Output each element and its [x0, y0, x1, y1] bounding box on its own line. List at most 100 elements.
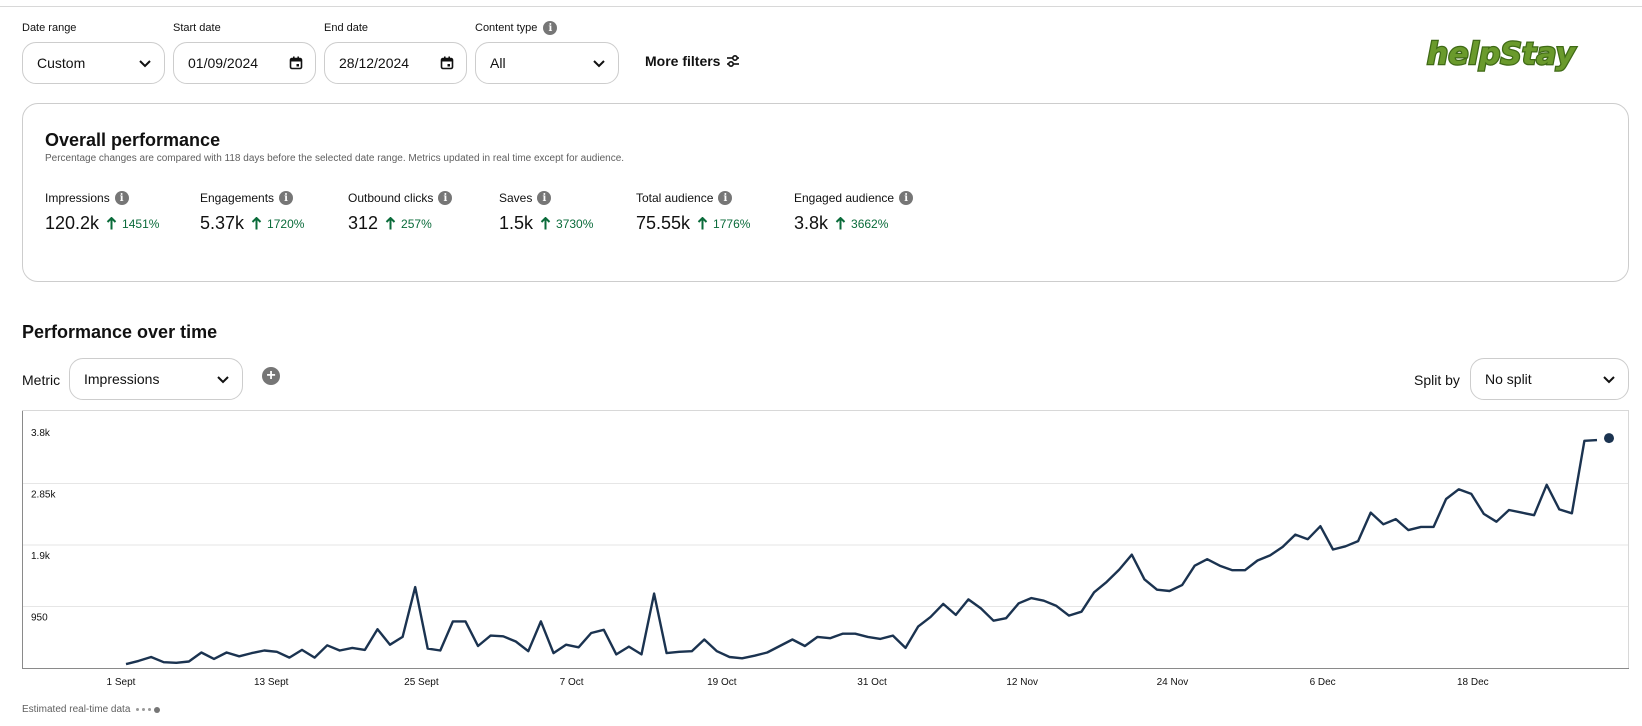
info-icon[interactable]: i	[279, 191, 294, 205]
split-by-select[interactable]: No split	[1470, 358, 1629, 400]
metric-change: 3662%	[835, 217, 888, 231]
overall-performance-title: Overall performance	[45, 130, 221, 150]
end-date-field[interactable]: 28/12/2024	[324, 42, 467, 84]
metric-engaged-audience: Engaged audience i 3.8k 3662%	[794, 190, 914, 234]
more-filters-button[interactable]: More filters	[645, 53, 740, 69]
metric-change-value: 1776%	[713, 216, 751, 231]
content-type-label-row: Content type i	[475, 20, 619, 36]
info-icon[interactable]: i	[438, 191, 453, 205]
helpstay-logo: helpStay	[1426, 36, 1578, 74]
arrow-up-icon	[540, 217, 551, 230]
x-tick-label: 24 Nov	[1157, 677, 1189, 688]
metric-saves: Saves i 1.5k 3730%	[499, 190, 593, 234]
metric-label: Impressions	[45, 191, 110, 205]
chevron-down-icon	[217, 376, 229, 384]
metric-label: Total audience	[636, 191, 714, 205]
metric-label: Engagements	[200, 191, 275, 205]
y-tick-label: 2.85k	[31, 490, 56, 501]
metric-select[interactable]: Impressions	[69, 358, 243, 400]
date-range-filter: Date range Custom	[22, 20, 165, 84]
metric-value: 120.2k	[45, 213, 100, 233]
metric-select-label: Metric	[22, 372, 61, 388]
x-tick-label: 25 Sept	[404, 677, 439, 688]
metric-change-value: 1720%	[267, 216, 305, 231]
info-icon[interactable]: i	[114, 191, 129, 205]
info-icon[interactable]: i	[543, 21, 558, 35]
performance-chart[interactable]: 950 1.9k 2.85k 3.8k 1 Sept 13 Sept 25 Sept 7 Oc…	[22, 410, 1629, 690]
end-date-label: End date	[324, 22, 369, 34]
metric-change: 1451%	[106, 217, 159, 231]
metric-change-value: 3662%	[851, 216, 889, 231]
performance-over-time-title: Performance over time	[22, 322, 218, 342]
logo-text: helpStay	[1427, 37, 1577, 72]
x-tick-label: 18 Dec	[1457, 677, 1489, 688]
date-range-select[interactable]: Custom	[22, 42, 165, 84]
more-filters-label: More filters	[645, 53, 721, 69]
metric-label: Engaged audience	[794, 191, 895, 205]
chevron-down-icon	[593, 60, 605, 68]
metric-total-audience: Total audience i 75.55k 1776%	[636, 190, 750, 234]
start-date-filter: Start date 01/09/2024	[173, 20, 316, 84]
metric-label: Outbound clicks	[348, 191, 434, 205]
content-type-value: All	[490, 55, 506, 71]
y-tick-label: 3.8k	[31, 428, 51, 439]
arrow-up-icon	[697, 217, 708, 230]
calendar-icon[interactable]	[289, 56, 303, 70]
dotted-line-legend-icon	[136, 706, 161, 713]
metric-value: 312	[348, 213, 379, 233]
latest-point-marker	[1604, 433, 1614, 444]
start-date-value: 01/09/2024	[188, 55, 259, 71]
y-tick-label: 950	[31, 613, 48, 624]
x-tick-label: 19 Oct	[707, 677, 737, 688]
performance-line-chart[interactable]: 950 1.9k 2.85k 3.8k 1 Sept 13 Sept 25 Sept 7 Oc…	[22, 410, 1629, 690]
start-date-field[interactable]: 01/09/2024	[173, 42, 316, 84]
metric-value: 75.55k	[636, 213, 691, 233]
add-metric-button[interactable]: +	[262, 367, 280, 385]
x-tick-label: 1 Sept	[107, 677, 136, 688]
arrow-up-icon	[385, 217, 396, 230]
metric-outbound-clicks: Outbound clicks i 312 257%	[348, 190, 453, 234]
metric-change: 257%	[385, 217, 432, 231]
arrow-up-icon	[251, 217, 262, 230]
content-type-filter: Content type i All	[475, 20, 619, 84]
metric-value: 3.8k	[794, 213, 829, 233]
info-icon[interactable]: i	[899, 191, 914, 205]
metric-value: 5.37k	[200, 213, 245, 233]
end-date-filter: End date 28/12/2024	[324, 20, 467, 84]
estimated-data-label: Estimated real-time data	[22, 704, 131, 715]
overall-performance-card: Overall performance Percentage changes a…	[22, 103, 1629, 282]
plus-circle-icon: +	[266, 367, 276, 384]
info-icon[interactable]: i	[537, 191, 552, 205]
split-by-value: No split	[1485, 371, 1532, 387]
end-date-value: 28/12/2024	[339, 55, 410, 71]
arrow-up-icon	[835, 217, 846, 230]
x-tick-label: 31 Oct	[857, 677, 887, 688]
x-tick-label: 13 Sept	[254, 677, 289, 688]
x-tick-label: 12 Nov	[1006, 677, 1038, 688]
overall-performance-subtitle: Percentage changes are compared with 118…	[45, 153, 625, 164]
info-icon[interactable]: i	[718, 191, 733, 205]
metric-select-value: Impressions	[84, 371, 160, 387]
metric-change: 3730%	[540, 217, 593, 231]
arrow-up-icon	[106, 217, 117, 230]
top-divider	[0, 6, 1642, 7]
metric-change: 1720%	[251, 217, 304, 231]
metric-impressions: Impressions i 120.2k 1451%	[45, 190, 159, 234]
metric-change-value: 1451%	[122, 216, 160, 231]
impressions-series-line	[125, 438, 1598, 666]
calendar-icon[interactable]	[440, 56, 454, 70]
y-tick-label: 1.9k	[31, 551, 51, 562]
metric-change-value: 257%	[401, 216, 432, 231]
estimated-data-note: Estimated real-time data	[22, 704, 161, 715]
content-type-label: Content type	[475, 22, 538, 34]
chevron-down-icon	[139, 60, 151, 68]
sliders-icon	[727, 55, 740, 67]
start-date-label: Start date	[173, 22, 221, 34]
content-type-select[interactable]: All	[475, 42, 619, 84]
date-range-label: Date range	[22, 22, 77, 34]
metric-label: Saves	[499, 191, 533, 205]
metric-value: 1.5k	[499, 213, 534, 233]
x-tick-label: 7 Oct	[560, 677, 584, 688]
date-range-value: Custom	[37, 55, 86, 71]
metric-engagements: Engagements i 5.37k 1720%	[200, 190, 304, 234]
